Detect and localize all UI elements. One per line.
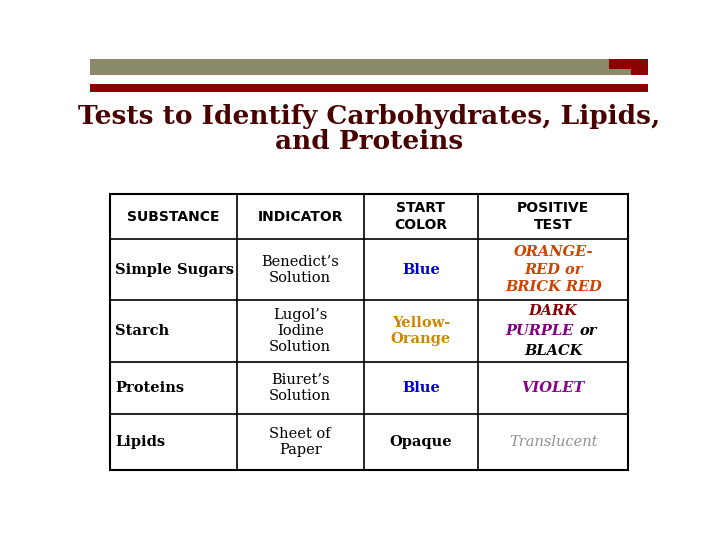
Text: SUBSTANCE: SUBSTANCE — [127, 210, 220, 224]
Text: VIOLET: VIOLET — [521, 381, 585, 395]
Bar — [109, 194, 629, 470]
Text: or: or — [579, 324, 597, 338]
Text: and Proteins: and Proteins — [275, 129, 463, 154]
Bar — [90, 84, 648, 92]
Text: Opaque: Opaque — [390, 435, 452, 449]
Bar — [609, 58, 648, 75]
Text: START
COLOR: START COLOR — [395, 201, 447, 232]
Bar — [90, 58, 648, 75]
Text: Starch: Starch — [115, 324, 169, 338]
Text: Proteins: Proteins — [115, 381, 184, 395]
Text: BLACK: BLACK — [524, 344, 582, 358]
Text: Blue: Blue — [402, 263, 440, 276]
Text: Lugol’s
Iodine
Solution: Lugol’s Iodine Solution — [269, 308, 331, 354]
Text: Blue: Blue — [402, 381, 440, 395]
Text: Translucent: Translucent — [509, 435, 598, 449]
Text: Benedict’s
Solution: Benedict’s Solution — [261, 255, 339, 285]
Text: Yellow-
Orange: Yellow- Orange — [391, 316, 451, 346]
Bar — [609, 69, 631, 75]
Text: Biuret’s
Solution: Biuret’s Solution — [269, 373, 331, 403]
Text: Simple Sugars: Simple Sugars — [115, 263, 234, 276]
Text: Tests to Identify Carbohydrates, Lipids,: Tests to Identify Carbohydrates, Lipids, — [78, 104, 660, 129]
Text: INDICATOR: INDICATOR — [258, 210, 343, 224]
Text: POSITIVE
TEST: POSITIVE TEST — [517, 201, 590, 232]
Text: DARK: DARK — [528, 305, 577, 318]
Text: Lipids: Lipids — [115, 435, 165, 449]
Text: PURPLE: PURPLE — [505, 324, 573, 338]
Text: ORANGE-
RED or
BRICK RED: ORANGE- RED or BRICK RED — [505, 246, 602, 294]
Text: Sheet of
Paper: Sheet of Paper — [269, 427, 331, 457]
